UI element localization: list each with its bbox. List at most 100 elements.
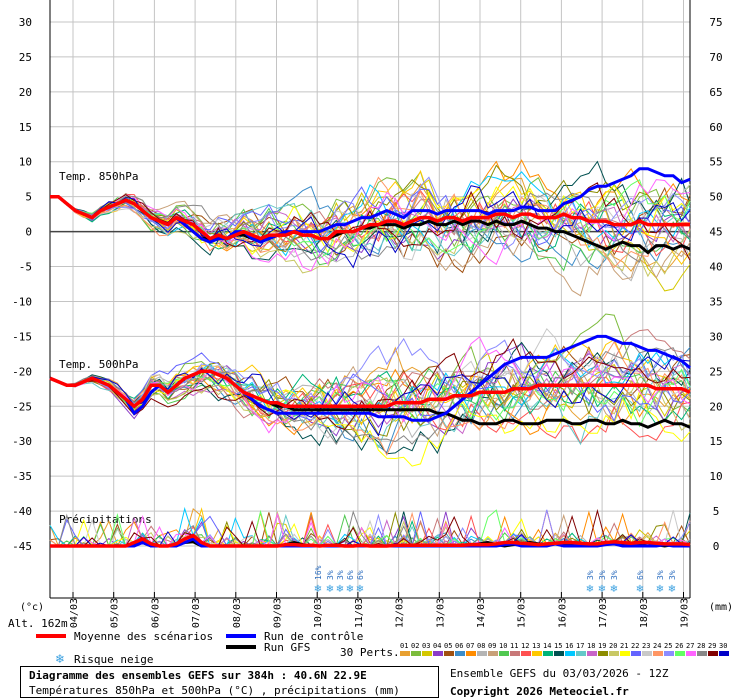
pert-swatch [400, 651, 410, 656]
copyright-text: Copyright 2026 Meteociel.fr [450, 685, 629, 698]
pert-swatch [554, 651, 564, 656]
pert-line-t500 [49, 362, 691, 443]
right-tick-label: 75 [709, 16, 722, 29]
snowflake-icon: ❄ [586, 584, 594, 595]
date-label: 19/03 [680, 598, 691, 628]
left-tick-label: -10 [12, 295, 32, 308]
snow-percent: 6% [636, 570, 645, 580]
pert-number: 20 [609, 642, 617, 650]
pert-swatch [532, 651, 542, 656]
snowflake-icon: ❄ [314, 584, 322, 595]
legend-mean-label: Moyenne des scénarios [74, 630, 213, 643]
pert-line-t500 [49, 352, 691, 423]
date-label: 05/03 [110, 598, 121, 628]
pert-number: 12 [521, 642, 529, 650]
pert-number: 15 [554, 642, 562, 650]
pert-number: 25 [664, 642, 672, 650]
pert-number: 05 [444, 642, 452, 650]
right-tick-label: 35 [709, 295, 722, 308]
pert-number: 24 [653, 642, 661, 650]
legend-control-label: Run de contrôle [264, 630, 363, 643]
right-tick-label: 30 [709, 330, 722, 343]
ensemble-info: Ensemble GEFS du 03/03/2026 - 12Z [450, 667, 669, 680]
date-label: 18/03 [639, 598, 650, 628]
right-tick-label: 60 [709, 121, 722, 134]
footer-box: Diagramme des ensembles GEFS sur 384h : … [20, 666, 439, 698]
date-label: 10/03 [313, 598, 324, 628]
pert-swatch [653, 651, 663, 656]
snow-percent: 6% [356, 570, 365, 580]
right-tick-label: 25 [709, 365, 722, 378]
snowflake-icon: ❄ [326, 584, 334, 595]
pert-swatch [444, 651, 454, 656]
pert-number: 10 [499, 642, 507, 650]
pert-line-t500 [49, 377, 691, 467]
label-t850: Temp. 850hPa [59, 170, 138, 183]
snow-percent: 3% [326, 570, 335, 580]
date-label: 11/03 [354, 598, 365, 628]
right-tick-label: 45 [709, 226, 722, 239]
pert-swatch [565, 651, 575, 656]
date-label: 12/03 [395, 598, 406, 628]
left-tick-label: 15 [19, 121, 32, 134]
pert-swatch [499, 651, 509, 656]
date-label: 07/03 [191, 598, 202, 628]
pert-swatch [719, 651, 729, 656]
left-unit: (°c) [20, 602, 44, 613]
mean-precip-line [50, 533, 691, 548]
pert-swatch [675, 651, 685, 656]
pert-swatch [510, 651, 520, 656]
left-tick-label: -15 [12, 330, 32, 343]
pert-number: 18 [587, 642, 595, 650]
pert-swatch [664, 651, 674, 656]
date-label: 15/03 [517, 598, 528, 628]
snow-percent: 3% [598, 570, 607, 580]
pert-number: 13 [532, 642, 540, 650]
date-label: 16/03 [557, 598, 568, 628]
pert-line-t850 [49, 185, 691, 269]
pert-number: 23 [642, 642, 650, 650]
pert-number: 30 [719, 642, 727, 650]
snow-percent: 3% [668, 570, 677, 580]
plot-background [50, 0, 690, 546]
pert-swatch [609, 651, 619, 656]
left-tick-label: -20 [12, 365, 32, 378]
snowflake-icon: ❄ [598, 584, 606, 595]
pert-number: 08 [477, 642, 485, 650]
date-label: 04/03 [69, 598, 80, 628]
date-label: 17/03 [598, 598, 609, 628]
left-tick-label: 25 [19, 51, 32, 64]
pert-swatch [708, 651, 718, 656]
snowflake-icon: ❄ [356, 584, 364, 595]
snowflake-icon: ❄ [346, 584, 354, 595]
pert-swatch [697, 651, 707, 656]
pert-line-t850 [49, 186, 691, 254]
pert-number: 29 [708, 642, 716, 650]
pert-number: 26 [675, 642, 683, 650]
mean-t500-line [49, 369, 691, 409]
snow-percent: 6% [346, 570, 355, 580]
left-tick-label: -25 [12, 400, 32, 413]
left-tick-label: -30 [12, 435, 32, 448]
label-precip: Précipitations [59, 513, 152, 526]
pert-swatch [587, 651, 597, 656]
right-tick-label: 15 [709, 435, 722, 448]
left-tick-label: 0 [25, 226, 32, 239]
pert-number: 21 [620, 642, 628, 650]
pert-line-t500 [49, 340, 691, 446]
pert-swatch [631, 651, 641, 656]
left-tick-label: -40 [12, 505, 32, 518]
pert-swatch [642, 651, 652, 656]
snowflake-icon: ❄ [656, 584, 664, 595]
label-t500: Temp. 500hPa [59, 358, 138, 371]
pert-number: 28 [697, 642, 705, 650]
pert-number: 14 [543, 642, 551, 650]
pert-swatch [422, 651, 432, 656]
pert-swatch [477, 651, 487, 656]
snow-percent: 3% [336, 570, 345, 580]
pert-swatch [598, 651, 608, 656]
left-tick-label: -35 [12, 470, 32, 483]
pert-line-t850 [49, 179, 691, 260]
pert-swatch [620, 651, 630, 656]
pert-number: 01 [400, 642, 408, 650]
